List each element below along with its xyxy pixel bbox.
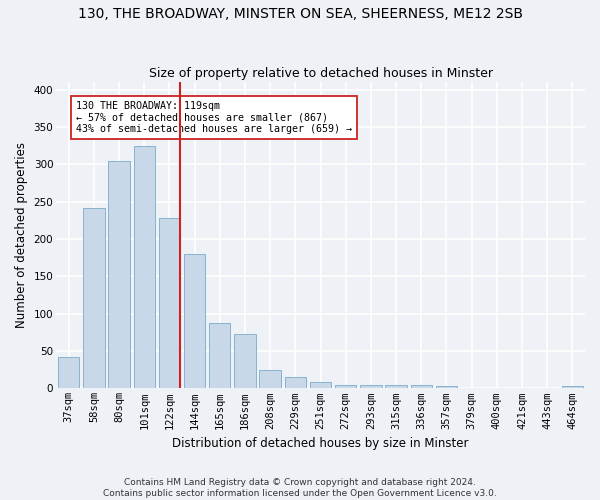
- Text: 130, THE BROADWAY, MINSTER ON SEA, SHEERNESS, ME12 2SB: 130, THE BROADWAY, MINSTER ON SEA, SHEER…: [77, 8, 523, 22]
- Bar: [184, 254, 205, 388]
- Y-axis label: Number of detached properties: Number of detached properties: [15, 142, 28, 328]
- Bar: [385, 386, 407, 388]
- Bar: [284, 377, 306, 388]
- Bar: [335, 386, 356, 388]
- Text: 130 THE BROADWAY: 119sqm
← 57% of detached houses are smaller (867)
43% of semi-: 130 THE BROADWAY: 119sqm ← 57% of detach…: [76, 100, 352, 134]
- Bar: [410, 386, 432, 388]
- Bar: [134, 146, 155, 388]
- Bar: [436, 386, 457, 388]
- Bar: [310, 382, 331, 388]
- Bar: [360, 386, 382, 388]
- Bar: [209, 322, 230, 388]
- Title: Size of property relative to detached houses in Minster: Size of property relative to detached ho…: [149, 66, 493, 80]
- Bar: [234, 334, 256, 388]
- Bar: [562, 386, 583, 388]
- Bar: [58, 357, 79, 388]
- Bar: [109, 160, 130, 388]
- Bar: [259, 370, 281, 388]
- Bar: [159, 218, 180, 388]
- Text: Contains HM Land Registry data © Crown copyright and database right 2024.
Contai: Contains HM Land Registry data © Crown c…: [103, 478, 497, 498]
- Bar: [83, 208, 104, 388]
- X-axis label: Distribution of detached houses by size in Minster: Distribution of detached houses by size …: [172, 437, 469, 450]
